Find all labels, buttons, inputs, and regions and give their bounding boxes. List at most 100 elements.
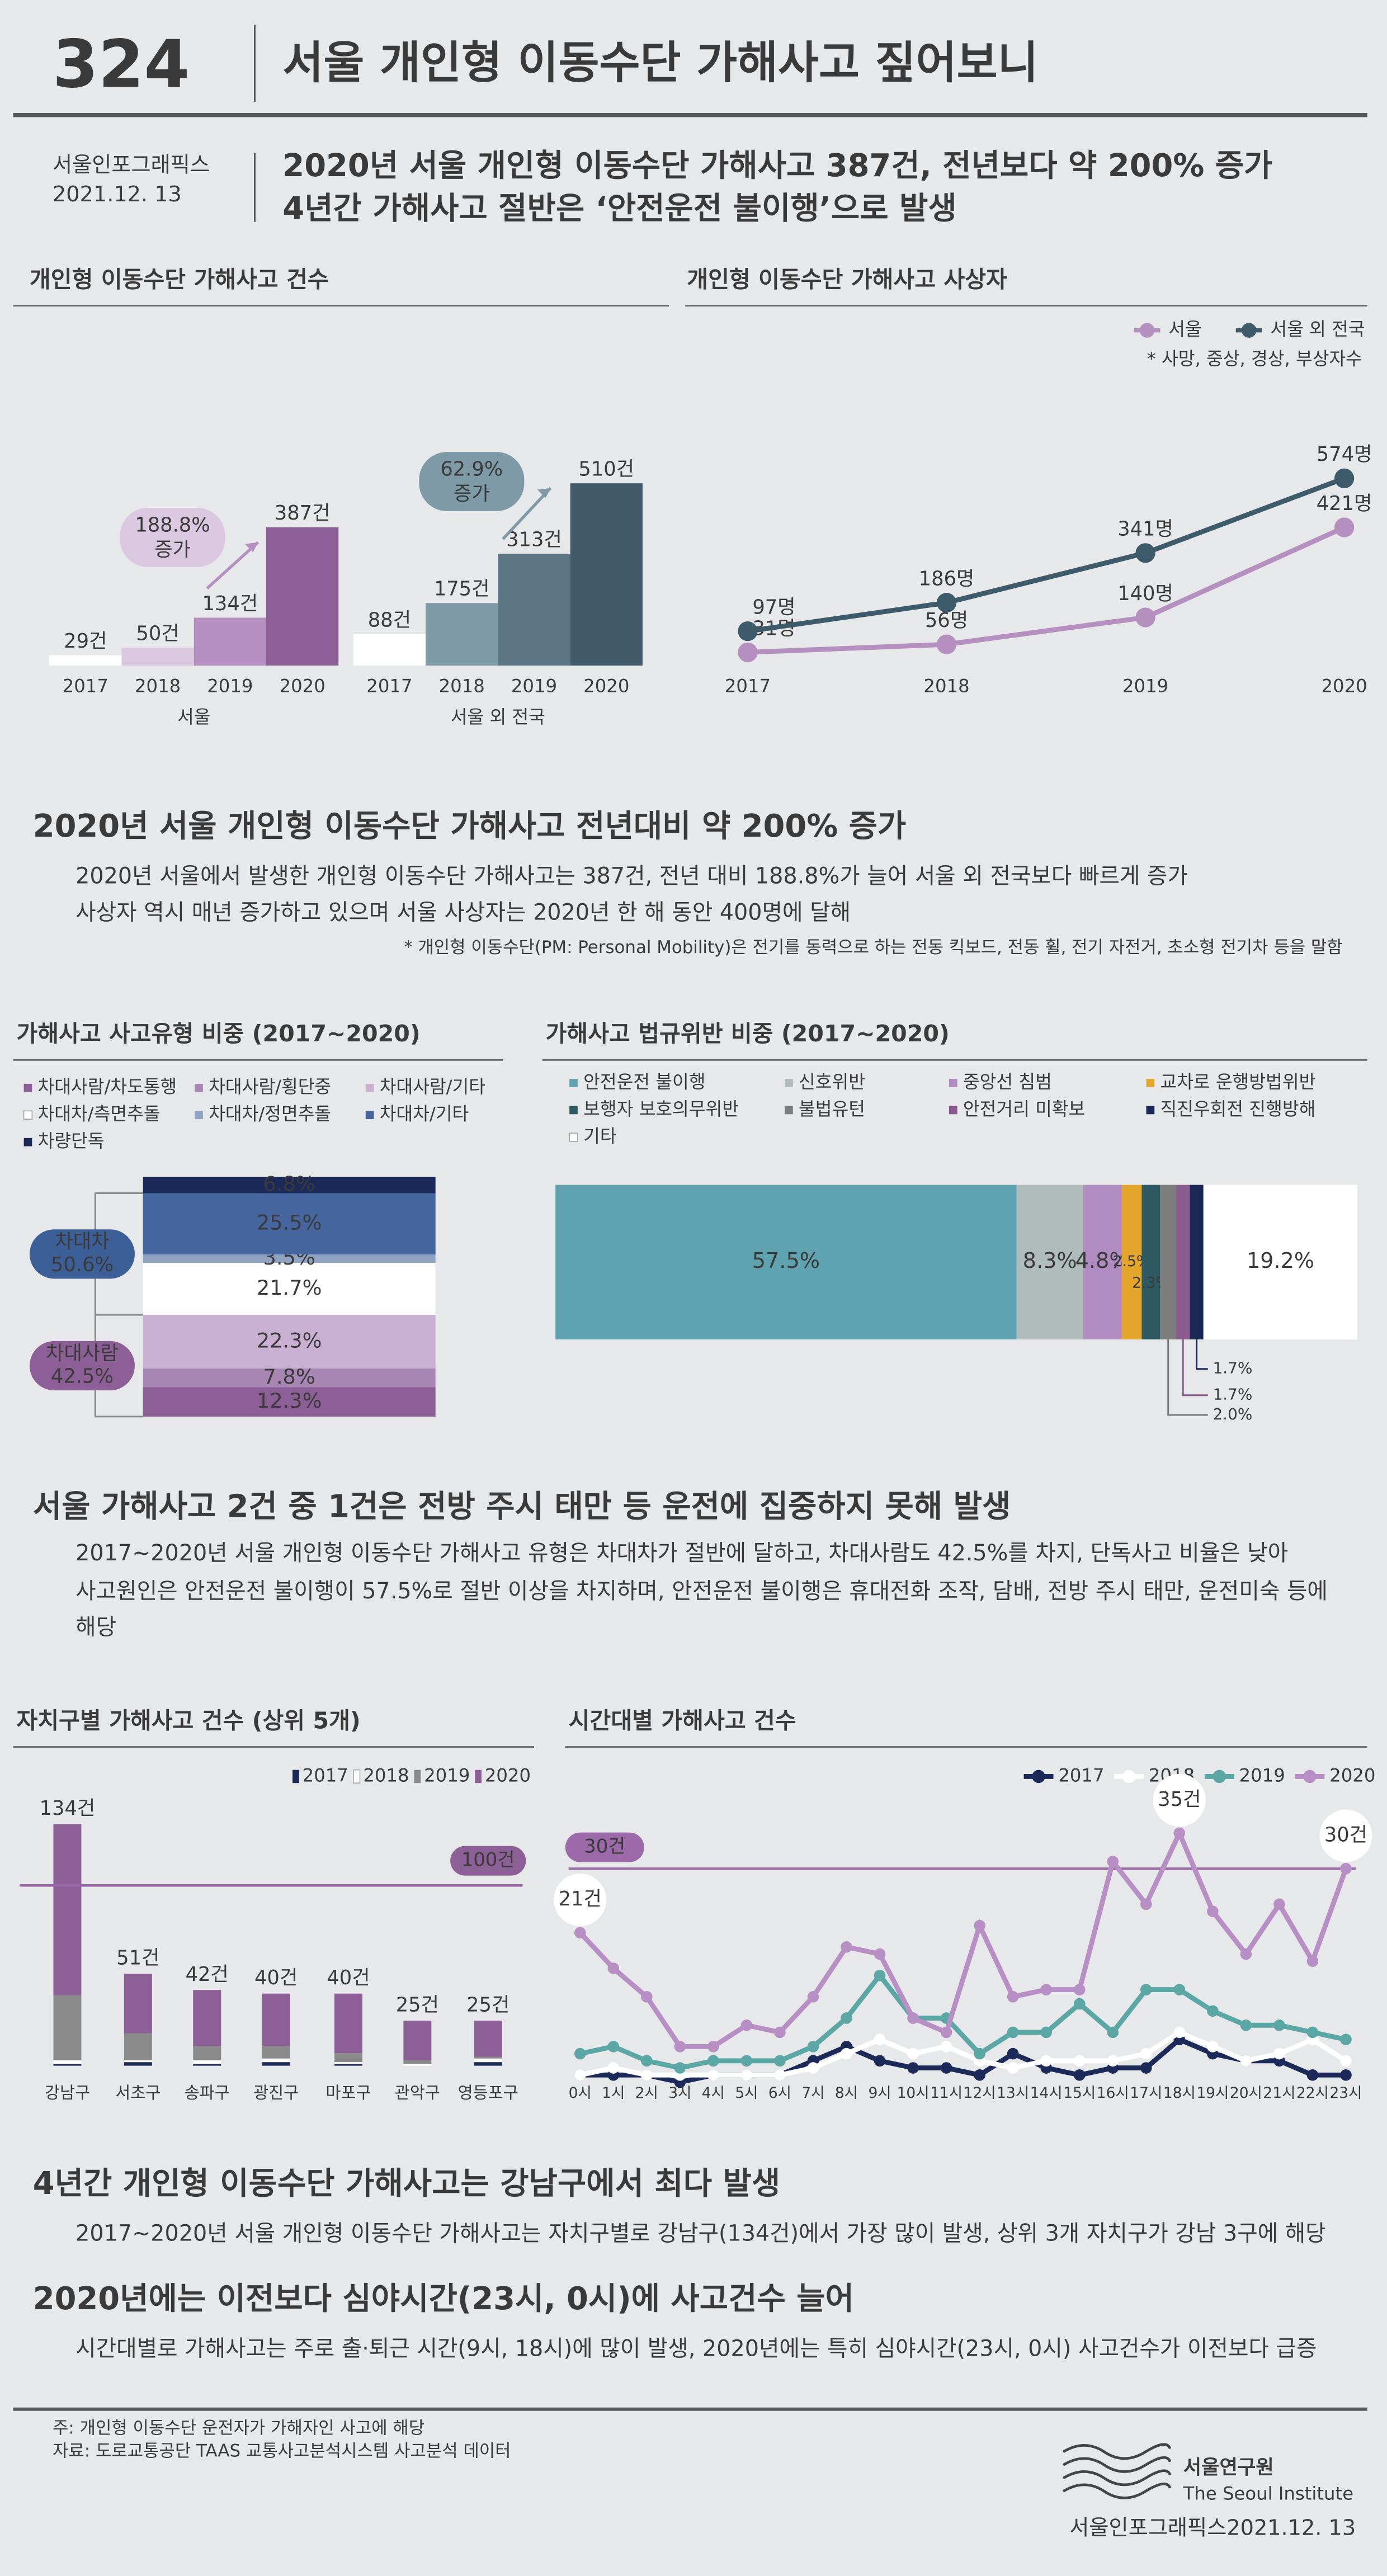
- leader-line: [1167, 1339, 1208, 1416]
- x-tick-label: 2017: [63, 675, 108, 696]
- group-value: 42.5%: [51, 1365, 114, 1388]
- point: [1073, 1998, 1086, 2010]
- total-label: 25건: [396, 1994, 439, 2017]
- publisher: 서울인포그래픽스: [53, 153, 210, 177]
- segment: [1190, 1185, 1204, 1339]
- bar: [194, 617, 267, 666]
- value-label: 57.5%: [752, 1249, 820, 1273]
- point: [1240, 2055, 1252, 2067]
- annotation-pill: [120, 508, 225, 567]
- legend-label: 2019: [1239, 1764, 1285, 1786]
- point: [940, 2062, 952, 2074]
- segment: [53, 1995, 82, 2060]
- group-label: 서울 외 전국: [451, 706, 545, 728]
- main-title: 서울 개인형 이동수단 가해사고 짚어보니: [282, 37, 1038, 89]
- logo-mark: [1062, 2443, 1172, 2499]
- series-line: [747, 525, 1346, 655]
- segment: [143, 1387, 436, 1417]
- segment: [262, 2058, 290, 2063]
- point: [774, 2026, 786, 2039]
- legend-dot: [1213, 1770, 1226, 1784]
- legend-label: 안전운전 불이행: [583, 1071, 705, 1092]
- x-tick-label: 영등포구: [458, 2083, 518, 2102]
- point: [874, 1969, 886, 1981]
- point: [1007, 2026, 1019, 2039]
- x-tick-label: 6시: [768, 2084, 791, 2102]
- x-tick-label: 14시: [1030, 2084, 1063, 2102]
- footnote: 주: 개인형 이동수단 운전자가 가해자인 사고에 해당: [53, 2418, 424, 2438]
- legend-label: 2017: [303, 1764, 348, 1786]
- section-title: 4년간 개인형 이동수단 가해사고는 강남구에서 최다 발생: [33, 2165, 780, 2202]
- legend-label: 차대사람/차도통행: [38, 1076, 177, 1097]
- value-label: 574명: [1317, 443, 1372, 466]
- point: [1340, 1862, 1352, 1875]
- point: [974, 2047, 985, 2060]
- legend-dot: [1032, 1770, 1045, 1784]
- group-label: 서울: [177, 706, 210, 728]
- reference-pill: [565, 1832, 644, 1862]
- segment: [1203, 1185, 1358, 1339]
- segment: [1083, 1185, 1122, 1339]
- point: [1273, 2047, 1285, 2060]
- annotation-pill: [419, 452, 525, 511]
- point: [774, 2055, 786, 2067]
- section-title: 2020년 서울 개인형 이동수단 가해사고 전년대비 약 200% 증가: [33, 808, 907, 844]
- x-tick-label: 21시: [1263, 2084, 1295, 2102]
- x-tick-label: 23시: [1329, 2084, 1362, 2102]
- section-title: 2020년에는 이전보다 심야시간(23시, 0시)에 사고건수 늘어: [33, 2281, 854, 2317]
- x-tick-label: 7시: [801, 2084, 824, 2102]
- segment: [53, 1824, 82, 1995]
- point: [1135, 543, 1155, 563]
- point: [1340, 2034, 1352, 2045]
- x-tick-label: 22시: [1296, 2084, 1329, 2102]
- point: [740, 2019, 753, 2031]
- legend-label: 서울 외 전국: [1270, 319, 1365, 340]
- point: [1107, 1856, 1119, 1867]
- issue-number: 324: [53, 26, 190, 103]
- footnote: 자료: 도로교통공단 TAAS 교통사고분석시스템 사고분석 데이터: [53, 2441, 511, 2461]
- legend-swatch: [1146, 1079, 1155, 1087]
- value-label: 7.8%: [263, 1365, 315, 1389]
- reference-label: 100건: [461, 1849, 515, 1871]
- value-label: 186명: [919, 567, 975, 590]
- segment: [193, 2060, 221, 2064]
- value-label: 12.3%: [257, 1389, 322, 1413]
- total-label: 51건: [116, 1947, 159, 1970]
- legend-dot: [1241, 323, 1257, 338]
- legend-label: 차대차/기타: [380, 1103, 469, 1125]
- x-tick-label: 4시: [702, 2084, 725, 2102]
- x-tick-label: 11시: [930, 2084, 963, 2102]
- x-tick-label: 2017: [725, 675, 771, 696]
- value-label: 19.2%: [1247, 1249, 1314, 1273]
- date: 2021.12. 13: [53, 182, 182, 207]
- reference-label: 30건: [584, 1836, 625, 1857]
- legend-swatch: [23, 1083, 32, 1092]
- x-tick-label: 마포구: [325, 2083, 371, 2102]
- value-label: 30건: [1324, 1824, 1367, 1847]
- legend-swatch: [23, 1110, 33, 1120]
- point: [936, 634, 957, 654]
- point: [574, 2047, 586, 2060]
- legend-swatch: [949, 1079, 957, 1087]
- legend-swatch: [414, 1770, 421, 1784]
- legend-swatch: [949, 1106, 957, 1115]
- bar: [49, 655, 122, 666]
- point: [807, 2062, 819, 2074]
- section-text: 사상자 역시 매년 증가하고 있으며 서울 사상자는 2020년 한 해 동안 …: [76, 899, 851, 925]
- x-tick-label: 2020: [280, 675, 325, 696]
- point: [1140, 1984, 1152, 1995]
- legend-swatch: [785, 1106, 793, 1115]
- point: [807, 2041, 819, 2053]
- point: [707, 2055, 719, 2067]
- point: [1273, 1898, 1285, 1910]
- point: [1306, 2026, 1319, 2039]
- segment: [193, 2064, 221, 2066]
- segment: [143, 1368, 436, 1388]
- legend-label: 2020: [1329, 1764, 1375, 1786]
- segment: [143, 1193, 436, 1254]
- point: [907, 2062, 919, 2074]
- value-label: 50건: [136, 622, 179, 645]
- value-label: 4.8%: [1075, 1249, 1130, 1273]
- segment: [124, 1974, 152, 2034]
- segment: [53, 2060, 82, 2064]
